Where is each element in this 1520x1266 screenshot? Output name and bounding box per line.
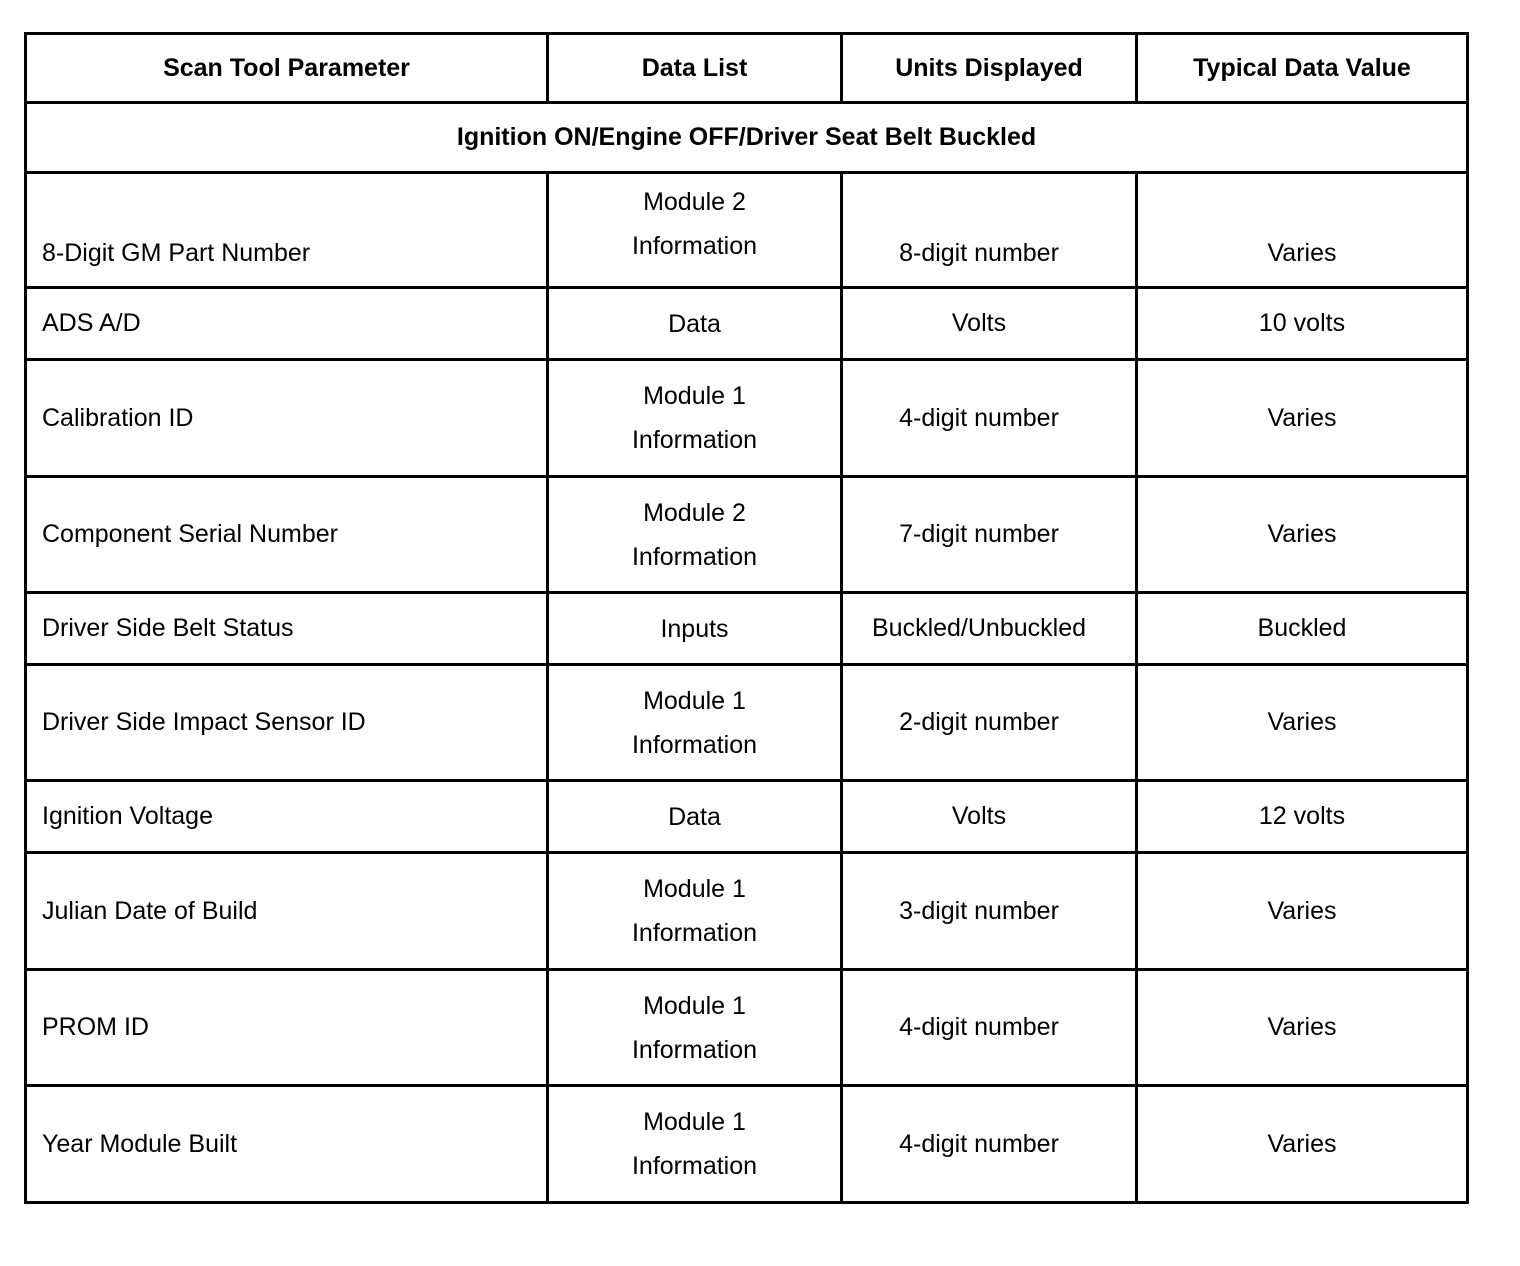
parameter-cell: Calibration ID: [24, 358, 549, 478]
data-list-cell: Module 2 Information: [546, 475, 843, 594]
data-list-line: Information: [631, 232, 758, 260]
units-cell: Volts: [840, 779, 1138, 854]
table-row: Driver Side Belt Status Inputs Buckled/Unb…: [24, 591, 1469, 666]
typical-value-cell: 12 volts: [1135, 779, 1469, 854]
units-cell: Volts: [840, 286, 1138, 361]
units-cell: 2-digit number: [840, 663, 1138, 782]
data-list-line: Information: [631, 730, 758, 759]
header-row: Scan Tool Parameter Data List Units Disp…: [24, 32, 1469, 104]
table-row: Driver Side Impact Sensor ID Module 1 Info…: [24, 663, 1469, 782]
parameter-cell: Year Module Built: [24, 1084, 549, 1204]
typical-value-cell: Varies: [1135, 475, 1469, 594]
data-list-cell: Module 2 Information: [546, 171, 843, 289]
data-list-cell: Module 1 Information: [546, 851, 843, 971]
table-row: Ignition Voltage Data Volts 12 volts: [24, 779, 1469, 854]
typical-value-cell: Varies: [1135, 968, 1469, 1087]
table-row: Calibration ID Module 1 Information 4-digit…: [24, 358, 1469, 478]
condition-label: Ignition ON/Engine OFF/Driver Seat Belt …: [24, 101, 1469, 174]
data-list-line: Module 1: [643, 1108, 746, 1136]
data-list-line: Data: [668, 309, 721, 338]
parameter-cell: Ignition Voltage: [24, 779, 549, 854]
data-list-line: Module 1: [643, 686, 746, 715]
data-list-cell: Inputs: [546, 591, 843, 666]
parameter-cell: ADS A/D: [24, 286, 549, 361]
data-list-line: Information: [631, 919, 758, 947]
table-row: Component Serial Number Module 2 Informati…: [24, 475, 1469, 594]
typical-value-cell: Buckled: [1135, 591, 1469, 666]
typical-value-cell: Varies: [1135, 358, 1469, 478]
data-list-line: Module 2: [643, 498, 746, 527]
data-list-cell: Module 1 Information: [546, 358, 843, 478]
units-cell: 4-digit number: [840, 358, 1138, 478]
data-list-line: Information: [631, 1152, 758, 1180]
data-list-line: Module 2: [643, 188, 746, 216]
parameter-cell: 8-Digit GM Part Number: [24, 171, 549, 289]
typical-value-cell: Varies: [1135, 171, 1469, 289]
parameter-cell: Julian Date of Build: [24, 851, 549, 971]
data-list-line: Information: [631, 542, 758, 571]
condition-row: Ignition ON/Engine OFF/Driver Seat Belt …: [24, 101, 1469, 174]
units-cell: 8-digit number: [840, 171, 1138, 289]
parameter-cell: Component Serial Number: [24, 475, 549, 594]
typical-value-cell: Varies: [1135, 851, 1469, 971]
data-list-line: Information: [631, 1035, 758, 1064]
data-list-cell: Module 1 Information: [546, 968, 843, 1087]
table-row: 8-Digit GM Part Number Module 2 Informatio…: [24, 171, 1469, 289]
data-list-line: Module 1: [643, 382, 746, 410]
data-list-cell: Module 1 Information: [546, 663, 843, 782]
table-row: Year Module Built Module 1 Information 4-di…: [24, 1084, 1469, 1204]
typical-value-cell: Varies: [1135, 1084, 1469, 1204]
units-cell: 4-digit number: [840, 1084, 1138, 1204]
parameter-cell: Driver Side Impact Sensor ID: [24, 663, 549, 782]
units-cell: 4-digit number: [840, 968, 1138, 1087]
units-cell: Buckled/Unbuckled: [840, 591, 1138, 666]
header-typical-value: Typical Data Value: [1135, 32, 1469, 104]
parameter-cell: PROM ID: [24, 968, 549, 1087]
data-list-cell: Data: [546, 779, 843, 854]
data-list-cell: Module 1 Information: [546, 1084, 843, 1204]
header-units: Units Displayed: [840, 32, 1138, 104]
data-list-line: Module 1: [643, 875, 746, 903]
table-row: PROM ID Module 1 Information 4-digit number…: [24, 968, 1469, 1087]
data-list-line: Inputs: [660, 614, 729, 643]
header-data-list: Data List: [546, 32, 843, 104]
table-row: ADS A/D Data Volts 10 volts: [24, 286, 1469, 361]
units-cell: 7-digit number: [840, 475, 1138, 594]
data-list-cell: Data: [546, 286, 843, 361]
scan-tool-data-table: Scan Tool Parameter Data List Units Disp…: [24, 32, 1469, 1204]
typical-value-cell: 10 volts: [1135, 286, 1469, 361]
data-list-line: Data: [668, 802, 721, 831]
data-list-line: Information: [631, 426, 758, 454]
parameter-cell: Driver Side Belt Status: [24, 591, 549, 666]
header-parameter: Scan Tool Parameter: [24, 32, 549, 104]
units-cell: 3-digit number: [840, 851, 1138, 971]
data-list-line: Module 1: [643, 991, 746, 1020]
typical-value-cell: Varies: [1135, 663, 1469, 782]
table-row: Julian Date of Build Module 1 Information 3…: [24, 851, 1469, 971]
